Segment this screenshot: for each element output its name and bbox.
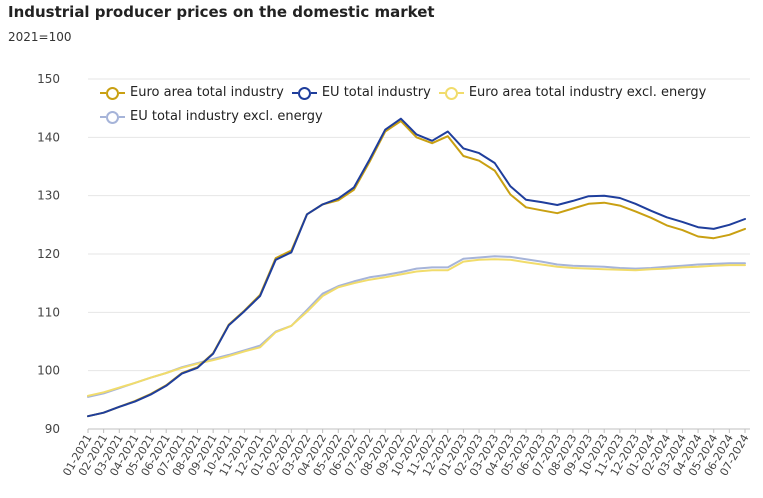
legend-label: Euro area total industry excl. energy [468,85,707,100]
legend-label: EU total industry [321,85,431,100]
legend-line-icon [457,92,464,94]
legend-line-icon [291,92,298,94]
y-tick-label: 120 [37,247,60,261]
legend-label: Euro area total industry [130,85,284,100]
chart-legend: Euro area total industry EU total industr… [100,80,750,128]
y-axis-ticks: 90 100 110 120 130 140 150 [37,72,60,436]
y-tick-label: 140 [37,130,60,144]
legend-line-icon [438,92,445,94]
legend-circle-icon [106,86,119,100]
legend-circle-icon [444,86,458,100]
legend-circle-icon [297,86,311,100]
legend-item-2[interactable]: Euro area total industry excl. energy [438,82,707,104]
series-lines [87,117,746,418]
legend-line-icon [100,116,106,118]
series-line-3 [87,255,746,398]
chart-subtitle: 2021=100 [8,30,72,44]
series-line-2 [87,258,746,397]
legend-label: EU total industry excl. energy [130,109,323,124]
grid-lines [88,78,750,430]
legend-item-3[interactable]: EU total industry excl. energy [100,106,323,128]
y-tick-label: 110 [37,305,60,319]
legend-line-icon [119,92,125,94]
legend-circle-icon [106,110,119,124]
legend-line-icon [119,116,125,118]
y-tick-label: 100 [37,364,60,378]
y-tick-label: 130 [37,189,60,203]
legend-line-icon [310,92,317,94]
legend-item-0[interactable]: Euro area total industry [100,82,284,104]
legend-item-1[interactable]: EU total industry [291,82,431,104]
chart-title: Industrial producer prices on the domest… [8,3,435,21]
y-tick-label: 150 [37,72,60,86]
legend-line-icon [100,92,106,94]
y-tick-label: 90 [45,422,60,436]
x-axis-ticks: 01-202102-202103-202104-202105-202106-20… [60,429,752,478]
series-line-1 [87,117,746,418]
